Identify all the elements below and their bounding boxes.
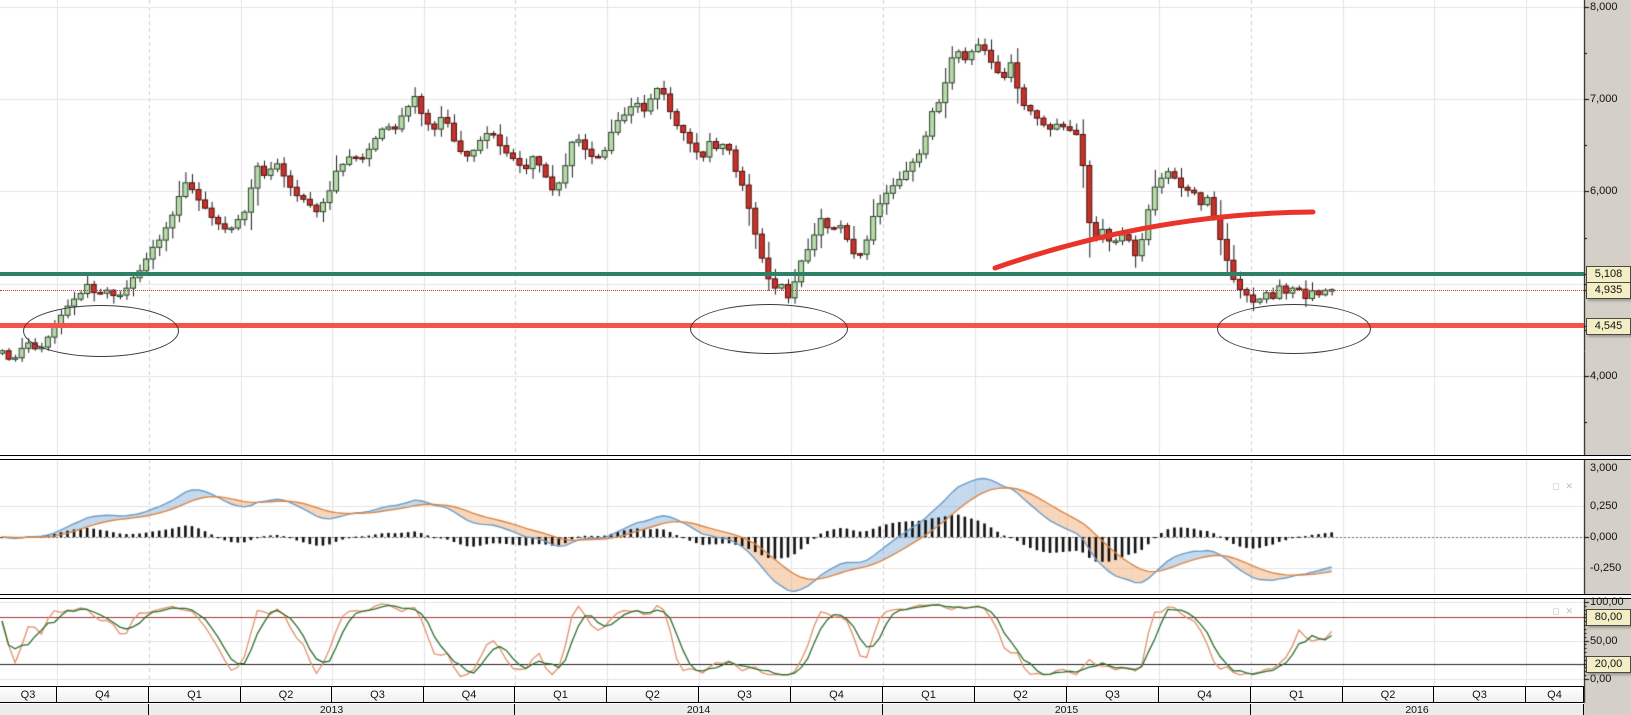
panel-separator-macd-stochastic[interactable] (0, 594, 1631, 599)
quarter-cell: Q4 (1526, 687, 1584, 702)
stochastic-panel-buttons: ◻ ✕ (1552, 607, 1582, 616)
time-axis-years: 2013 2014 2015 2016 (0, 704, 1584, 715)
quarter-cell: Q3 (1067, 687, 1159, 702)
quarter-cell: Q3 (699, 687, 791, 702)
price-axis-label: 6,000 (1590, 185, 1618, 198)
quarter-cell: Q2 (241, 687, 332, 702)
quarter-cell: Q1 (1251, 687, 1343, 702)
stochastic-minimize-icon[interactable]: ◻ (1552, 606, 1560, 616)
macd-axis-label: -0,250 (1590, 562, 1622, 574)
quarter-cell: Q3 (332, 687, 424, 702)
price-axis-label: 3,000 (1590, 462, 1618, 474)
stochastic-tag-80: 80,00 (1586, 609, 1631, 627)
price-tag-4545: 4,545 (1586, 317, 1631, 335)
stochastic-tag-20: 20,00 (1586, 655, 1631, 673)
panel-separator-main-macd[interactable] (0, 455, 1631, 460)
quarter-cell: Q1 (149, 687, 241, 702)
ellipse-annotation-1[interactable] (23, 305, 179, 357)
ellipse-annotation-3[interactable] (1217, 304, 1371, 354)
quarter-cell: Q4 (57, 687, 149, 702)
quarter-cell: Q2 (1343, 687, 1434, 702)
price-axis-label: 4,000 (1590, 369, 1618, 382)
macd-minimize-icon[interactable]: ◻ (1552, 481, 1560, 491)
quarter-cell: Q1 (883, 687, 975, 702)
price-tag-4935: 4,935 (1586, 281, 1631, 299)
year-cell: 2016 (1251, 704, 1584, 715)
stochastic-axis-label: 0,00 (1590, 673, 1612, 685)
quarter-cell: Q2 (975, 687, 1067, 702)
quarter-cell: Q4 (1159, 687, 1251, 702)
price-tag-5108: 5,108 (1586, 265, 1631, 283)
quarter-cell: Q4 (424, 687, 515, 702)
macd-axis-label: 0,250 (1590, 500, 1618, 512)
last-price-dotted-line-4935[interactable] (0, 289, 1584, 291)
stochastic-axis-label: 100,00 (1590, 596, 1624, 608)
quarter-cell: Q2 (607, 687, 699, 702)
resistance-line-5108[interactable] (0, 271, 1584, 276)
price-axis-label: 8,000 (1590, 1, 1618, 13)
ellipse-annotation-2[interactable] (690, 304, 848, 354)
quarter-cell: Q4 (791, 687, 883, 702)
stochastic-close-icon[interactable]: ✕ (1565, 606, 1574, 616)
quarter-cell: Q3 (1434, 687, 1526, 702)
year-cell: 2013 (149, 704, 515, 715)
year-cell: 2015 (883, 704, 1251, 715)
time-axis-quarters: Q3 Q4 Q1 Q2 Q3 Q4 Q1 Q2 Q3 Q4 Q1 Q2 Q3 Q4 Q1 Q2 Q3 Q4 (0, 686, 1584, 703)
macd-axis-label: 0,000 (1590, 531, 1618, 543)
quarter-cell: Q3 (0, 687, 57, 702)
macd-close-icon[interactable]: ✕ (1565, 481, 1574, 491)
year-cell (0, 704, 149, 715)
stochastic-axis-label: 50,00 (1590, 634, 1618, 647)
price-axis-label: 7,000 (1590, 93, 1618, 106)
quarter-cell: Q1 (515, 687, 607, 702)
macd-panel-buttons: ◻ ✕ (1552, 482, 1582, 491)
year-cell: 2014 (515, 704, 883, 715)
